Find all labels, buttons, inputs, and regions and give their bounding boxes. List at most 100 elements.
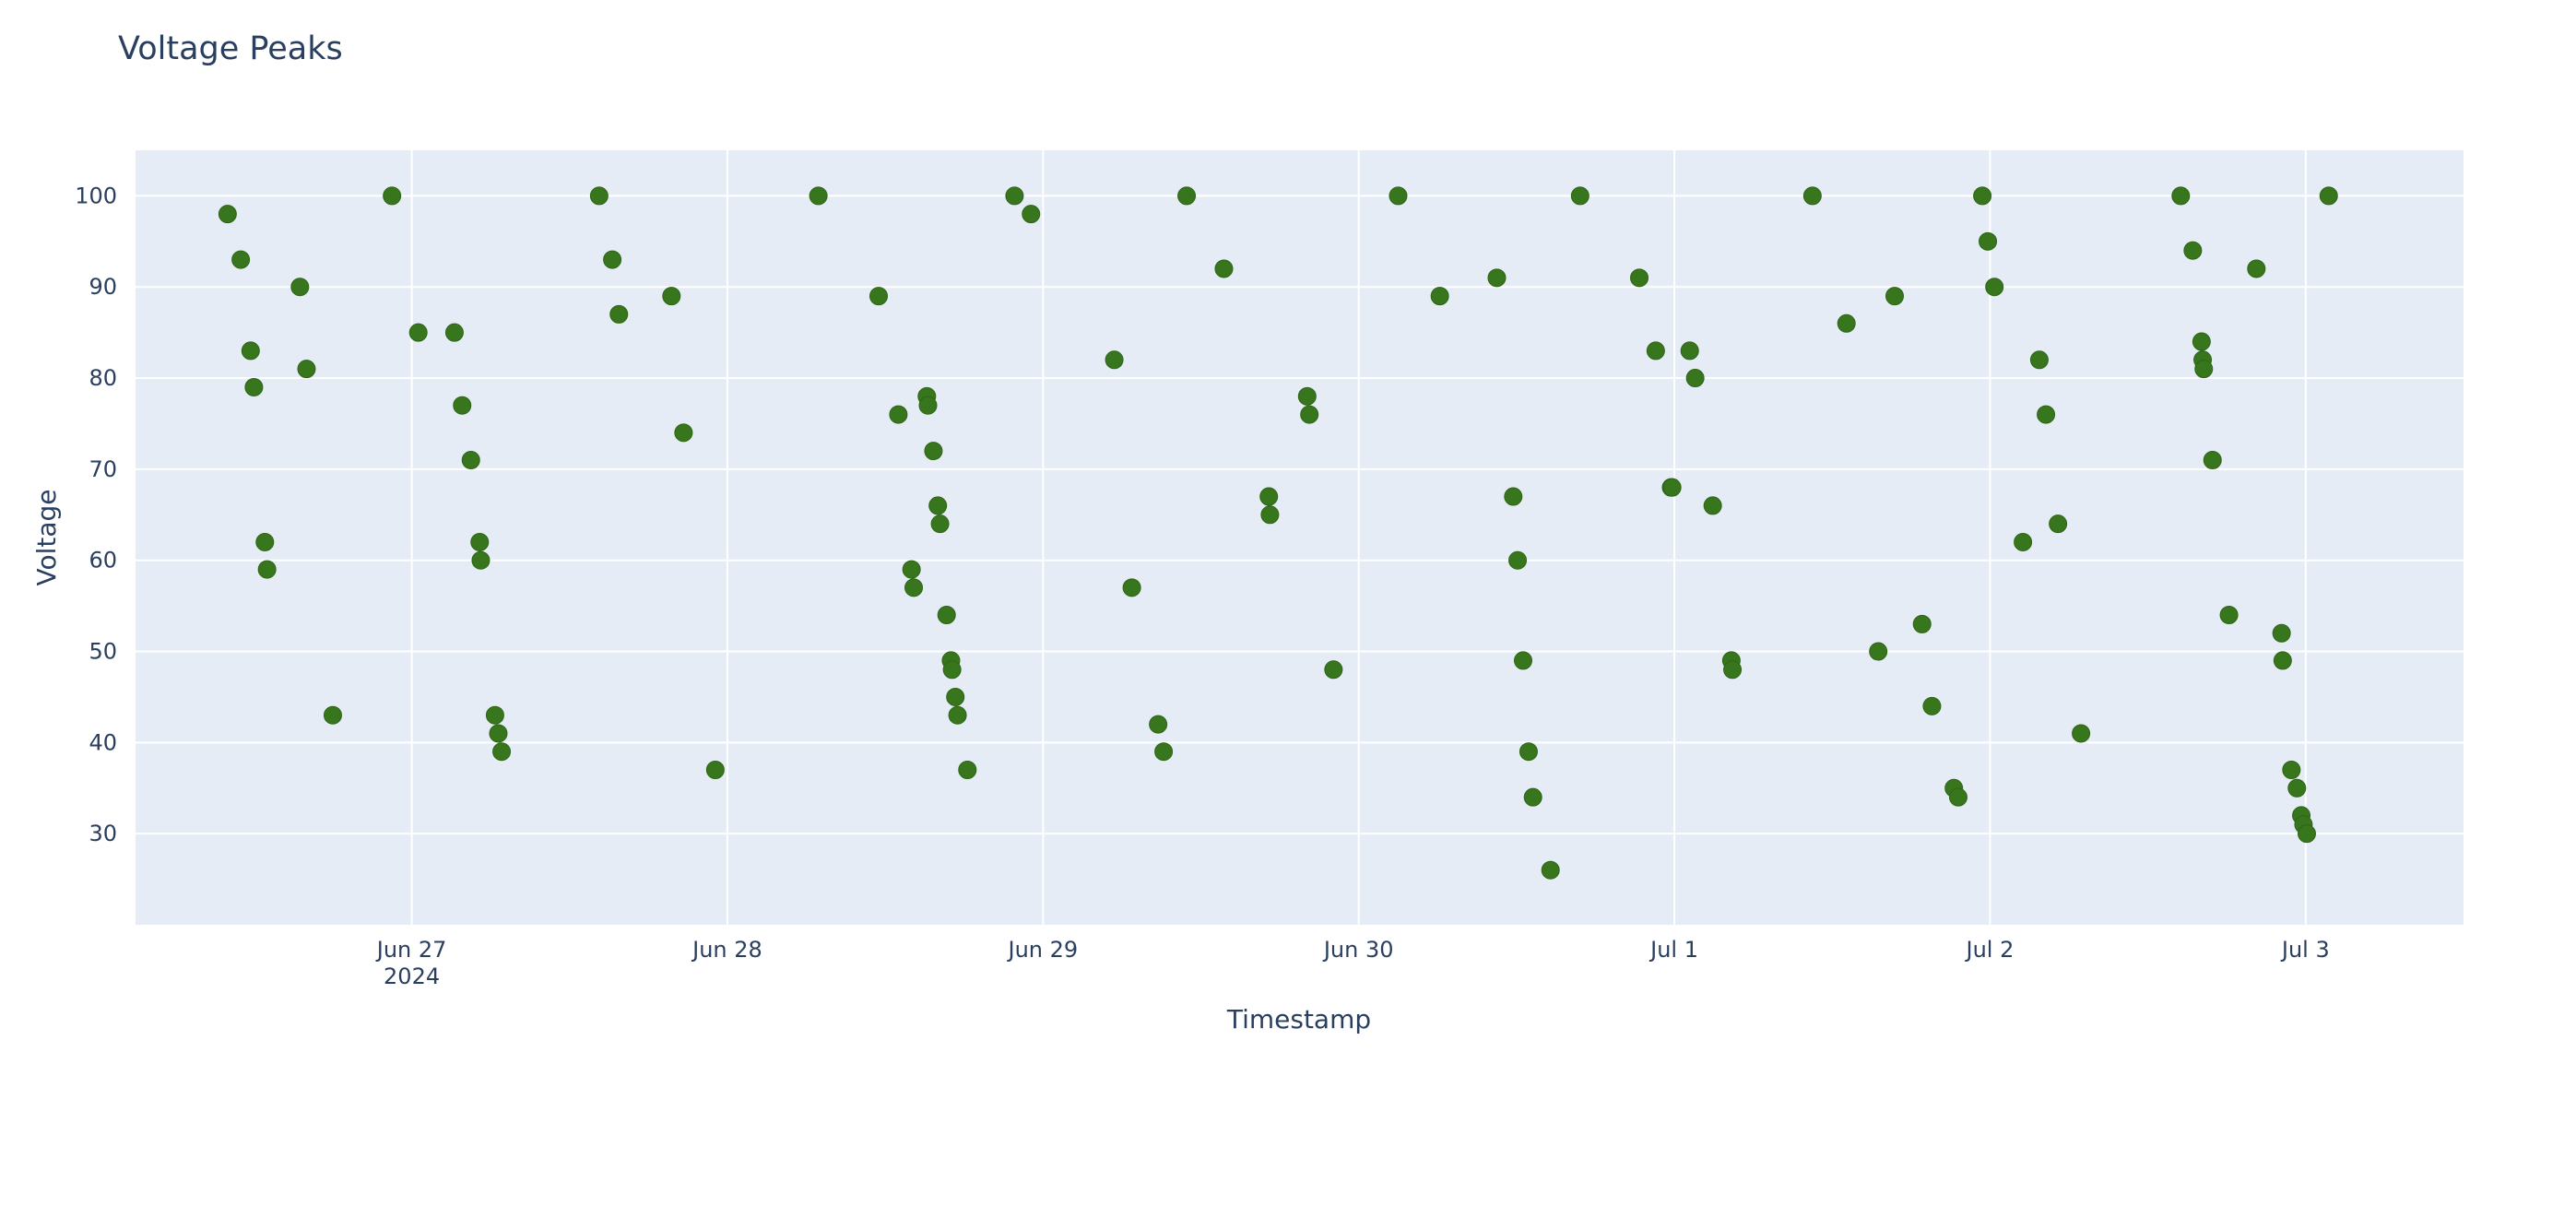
data-point [290, 278, 310, 297]
data-point [2194, 360, 2214, 379]
y-tick-label: 30 [89, 821, 117, 846]
data-point [2298, 824, 2317, 844]
y-tick-label: 100 [75, 183, 117, 208]
data-point [609, 304, 629, 324]
data-point [2273, 651, 2292, 670]
data-point [1948, 787, 1967, 807]
data-point [1514, 651, 1533, 670]
data-point [461, 451, 480, 469]
data-point [589, 186, 609, 206]
data-point [1703, 496, 1722, 515]
data-point [1260, 505, 1280, 525]
data-point [1518, 742, 1538, 762]
data-point [928, 496, 948, 515]
data-point [241, 341, 260, 361]
data-point [323, 705, 342, 725]
y-tick-label: 90 [89, 274, 117, 300]
y-tick-label: 40 [89, 729, 117, 755]
x-tick-label: Jul 2 [1965, 937, 2015, 963]
data-point [924, 442, 943, 461]
data-point [937, 606, 956, 624]
data-point [1523, 787, 1542, 807]
data-point [1022, 205, 1041, 224]
data-point [471, 550, 490, 570]
y-tick-label: 80 [89, 365, 117, 391]
data-point [1630, 268, 1649, 288]
data-point [2319, 186, 2338, 206]
data-point [383, 186, 402, 206]
data-point [1388, 186, 1408, 206]
data-point [930, 514, 950, 534]
data-point [869, 287, 889, 306]
data-point [444, 323, 464, 342]
data-point [244, 377, 264, 396]
data-point [1680, 341, 1699, 361]
data-point [470, 532, 490, 551]
data-point [1300, 405, 1319, 424]
data-point [918, 396, 938, 415]
data-point [492, 742, 512, 762]
data-point [2282, 761, 2301, 779]
data-point [2183, 241, 2203, 260]
data-point [408, 323, 428, 342]
y-tick-label: 50 [89, 639, 117, 665]
y-tick-label: 60 [89, 548, 117, 573]
data-point [2029, 350, 2049, 370]
x-axis-title: Timestamp [1226, 1004, 1371, 1035]
data-point [218, 205, 237, 224]
data-point [1723, 660, 1743, 680]
data-point [2049, 514, 2068, 534]
data-point [1662, 478, 1682, 497]
data-point [231, 250, 251, 269]
x-tick-label: Jun 29 [1006, 937, 1078, 963]
data-point [946, 687, 965, 706]
data-point [2219, 606, 2239, 624]
data-point [2203, 451, 2222, 469]
data-point [1912, 614, 1932, 633]
data-point [2037, 405, 2056, 424]
data-point [297, 360, 316, 379]
x-tick-label: Jun 28 [691, 937, 762, 963]
data-point [889, 405, 908, 424]
x-tick-label: Jun 27 [375, 937, 447, 963]
data-point [1324, 660, 1343, 680]
data-point [958, 761, 977, 779]
data-point [1487, 268, 1507, 288]
data-point [255, 532, 275, 551]
data-point [1869, 642, 1888, 661]
data-point [809, 186, 828, 206]
data-points [218, 186, 2338, 880]
y-axis-title: Voltage [31, 489, 62, 585]
data-point [2247, 259, 2266, 278]
data-point [948, 705, 967, 725]
data-point [1154, 742, 1174, 762]
data-point [453, 396, 472, 415]
data-point [1985, 278, 2004, 297]
data-point [1005, 186, 1024, 206]
x-tick-label: Jul 1 [1648, 937, 1698, 963]
data-point [489, 724, 508, 743]
x-tick-sublabel: 2024 [384, 964, 440, 989]
data-point [1122, 578, 1141, 597]
plot-area [136, 150, 2464, 925]
data-point [1541, 860, 1560, 880]
data-point [1214, 259, 1234, 278]
data-point [1105, 350, 1124, 370]
chart-title: Voltage Peaks [118, 30, 343, 67]
data-point [1430, 287, 1449, 306]
data-point [942, 660, 962, 680]
data-point [603, 250, 622, 269]
y-axis-ticks: 30 40 50 60 70 80 90 100 [75, 183, 117, 846]
data-point [705, 761, 725, 779]
data-point [662, 287, 681, 306]
data-point [674, 423, 693, 443]
data-point [1685, 369, 1705, 388]
data-point [2192, 332, 2211, 351]
data-point [902, 560, 921, 579]
y-tick-label: 70 [89, 456, 117, 482]
data-point [1504, 487, 1523, 506]
data-point [904, 578, 924, 597]
grid-lines [136, 150, 2464, 925]
data-point [1149, 715, 1168, 734]
